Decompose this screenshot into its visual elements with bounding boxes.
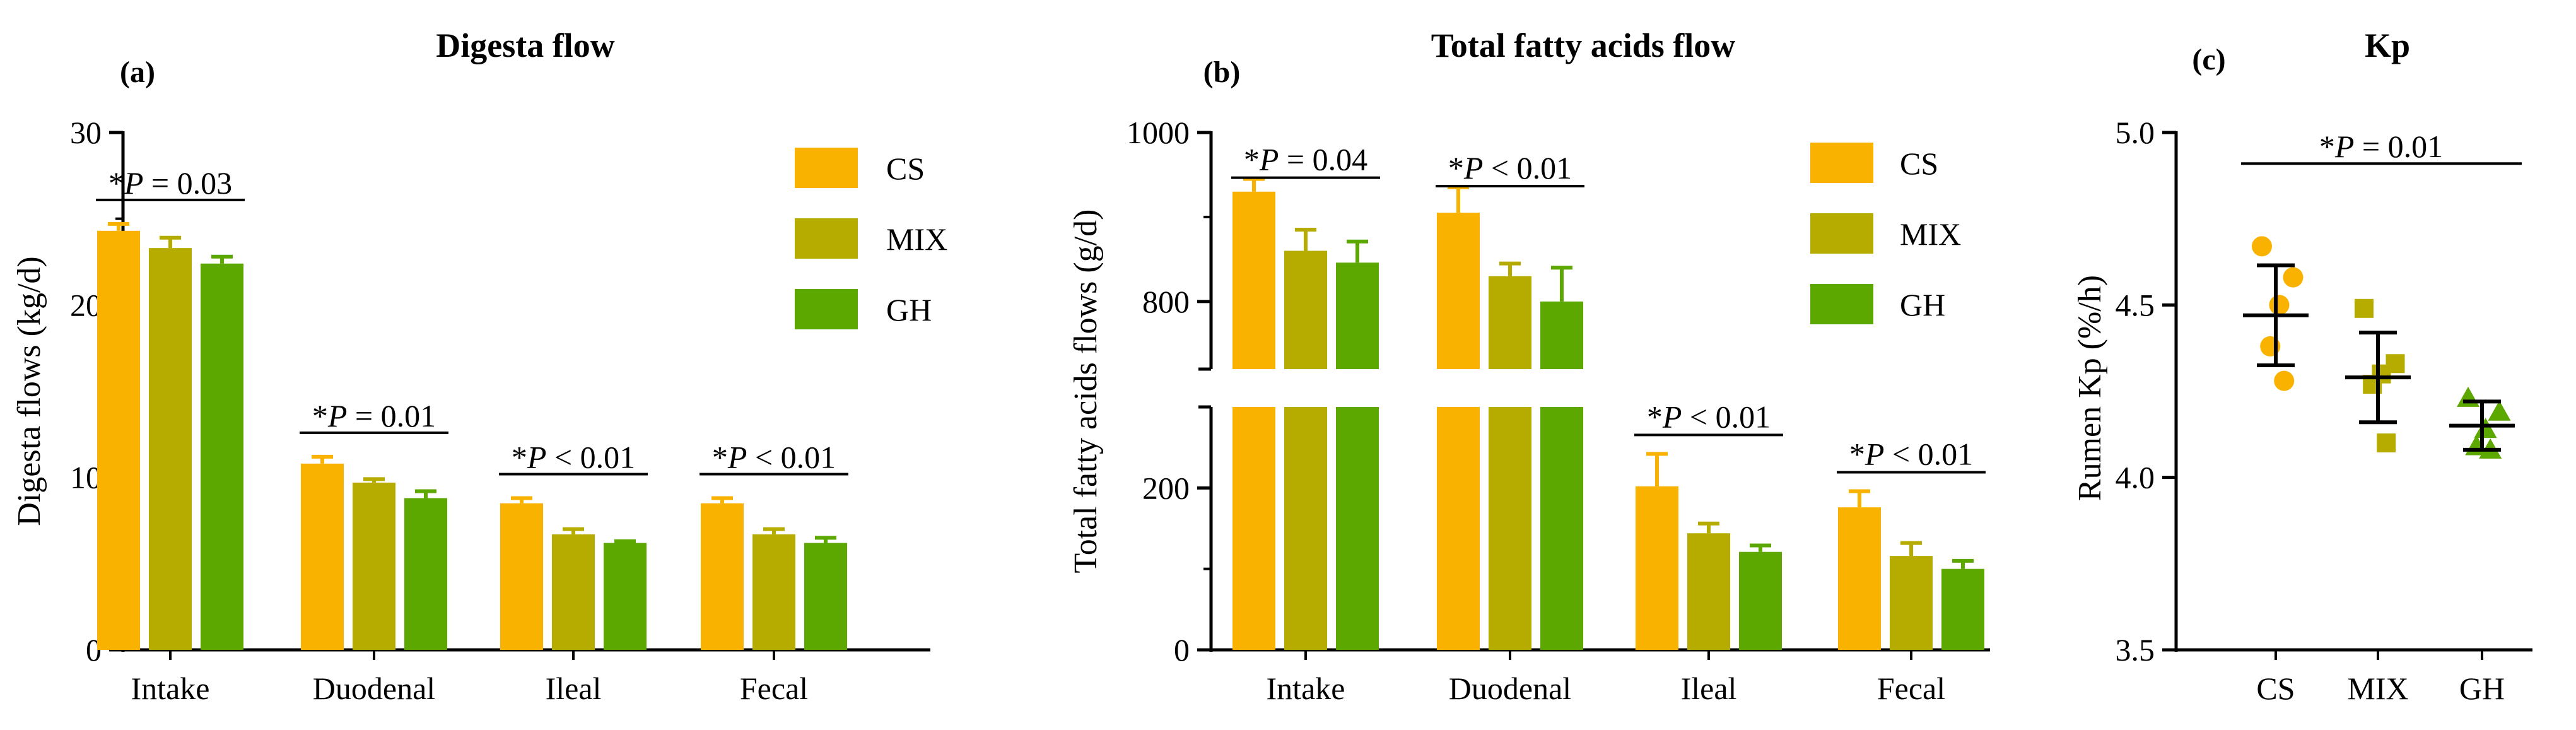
bar-gh-lower (1540, 407, 1583, 650)
bar-gh-upper (1540, 301, 1583, 369)
significance-label: *P = 0.03 (108, 165, 232, 201)
bar-mix (552, 534, 595, 650)
data-point-cs (2269, 295, 2290, 315)
y-tick-label: 0 (1174, 632, 1190, 668)
legend-label-mix: MIX (886, 221, 947, 257)
y-tick-label: 5.0 (2116, 115, 2155, 150)
bar-cs (1636, 486, 1678, 650)
legend-label-gh: GH (1900, 287, 1945, 322)
data-point-gh (2488, 400, 2511, 421)
x-tick-label: Intake (1267, 671, 1345, 706)
bar-mix-upper (1284, 250, 1327, 369)
data-point-cs (2274, 370, 2295, 391)
chart-title: Total fatty acids flow (1431, 26, 1736, 64)
panel-c-kp: (c) Kp Rumen Kp (%/h) 3.5 4.0 4.5 5.0 CS MIX GH *P… (2072, 26, 2532, 706)
bar-gh-lower (1336, 407, 1379, 650)
legend-label-cs: CS (1900, 146, 1938, 181)
bar-cs-upper (1232, 191, 1275, 369)
legend-swatch-mix (1810, 213, 1873, 254)
legend-label-mix: MIX (1900, 216, 1961, 252)
bar-cs (500, 503, 543, 650)
significance-label: *P < 0.01 (1849, 436, 1973, 471)
significance-label: *P = 0.01 (2319, 129, 2443, 164)
bar-gh (804, 543, 847, 650)
legend-label-cs: CS (886, 151, 925, 186)
significance-label: *P = 0.04 (1244, 142, 1367, 177)
panel-label: (c) (2192, 43, 2225, 76)
bar-gh (1941, 568, 1984, 650)
data-point-gh (2474, 418, 2497, 439)
y-tick-label: 200 (1142, 470, 1190, 505)
bar-cs-lower (1232, 407, 1275, 650)
x-tick-label: CS (2256, 671, 2295, 706)
y-tick-label: 4.5 (2116, 287, 2155, 322)
bar-mix (149, 248, 192, 651)
significance-label: *P < 0.01 (712, 439, 836, 474)
x-tick-label: Intake (131, 671, 210, 706)
data-point-cs (2283, 267, 2304, 288)
y-axis-label: Total fatty acids flows (g/d) (1068, 209, 1104, 574)
chart-title: Digesta flow (436, 26, 614, 64)
bar-mix (1890, 556, 1933, 650)
x-tick-label: Ileal (546, 671, 602, 706)
bar-cs (1838, 507, 1881, 650)
bar-mix-lower (1489, 407, 1531, 650)
panel-label: (b) (1203, 56, 1241, 89)
significance-label: *P < 0.01 (1647, 399, 1771, 434)
y-tick-label: 20 (70, 287, 102, 322)
panel-b-total-fatty-acids-flow: (b) Total fatty acids flow Total fatty aci… (1068, 26, 1990, 706)
x-tick-label: Duodenal (1449, 671, 1571, 706)
bar-cs-upper (1437, 213, 1480, 369)
significance-label: *P < 0.01 (1448, 150, 1572, 185)
legend-swatch-gh (795, 289, 858, 329)
x-tick-label: Duodenal (313, 671, 435, 706)
bar-gh (604, 543, 647, 650)
y-tick-label: 1000 (1127, 115, 1190, 150)
legend-label-gh: GH (886, 292, 932, 327)
bar-mix-lower (1284, 407, 1327, 650)
y-axis-label: Digesta flows (kg/d) (11, 256, 47, 526)
bar-cs (97, 230, 140, 650)
significance-label: *P < 0.01 (512, 439, 635, 474)
data-point-mix (2377, 433, 2396, 452)
y-tick-label: 3.5 (2116, 632, 2155, 668)
bar-gh (1739, 551, 1782, 650)
x-tick-label: Fecal (1877, 671, 1945, 706)
legend-swatch-cs (1810, 143, 1873, 183)
legend-swatch-gh (1810, 284, 1873, 324)
x-tick-label: MIX (2347, 671, 2408, 706)
bar-mix-upper (1489, 276, 1531, 369)
significance-label: *P = 0.01 (312, 398, 436, 433)
x-tick-label: Fecal (740, 671, 808, 706)
bar-gh-upper (1336, 262, 1379, 369)
bar-mix (1687, 533, 1730, 650)
legend-swatch-mix (795, 218, 858, 259)
bar-mix (752, 534, 795, 650)
x-tick-label: GH (2459, 671, 2505, 706)
panel-label: (a) (120, 56, 155, 89)
y-axis-label: Rumen Kp (%/h) (2072, 275, 2108, 501)
legend-swatch-cs (795, 148, 858, 188)
bar-gh (201, 263, 243, 650)
bar-cs (701, 503, 744, 650)
chart-title: Kp (2365, 26, 2410, 64)
data-point-gh (2457, 386, 2479, 407)
bar-gh (404, 498, 447, 650)
bar-cs-lower (1437, 407, 1480, 650)
x-tick-label: Ileal (1681, 671, 1737, 706)
y-tick-label: 4.0 (2116, 460, 2155, 495)
data-point-mix (2355, 298, 2374, 318)
data-point-cs (2252, 236, 2272, 257)
y-tick-label: 800 (1142, 284, 1190, 319)
bar-mix (353, 482, 395, 650)
y-tick-label: 30 (70, 115, 102, 150)
y-tick-label: 10 (70, 460, 102, 495)
bar-cs (301, 463, 344, 650)
